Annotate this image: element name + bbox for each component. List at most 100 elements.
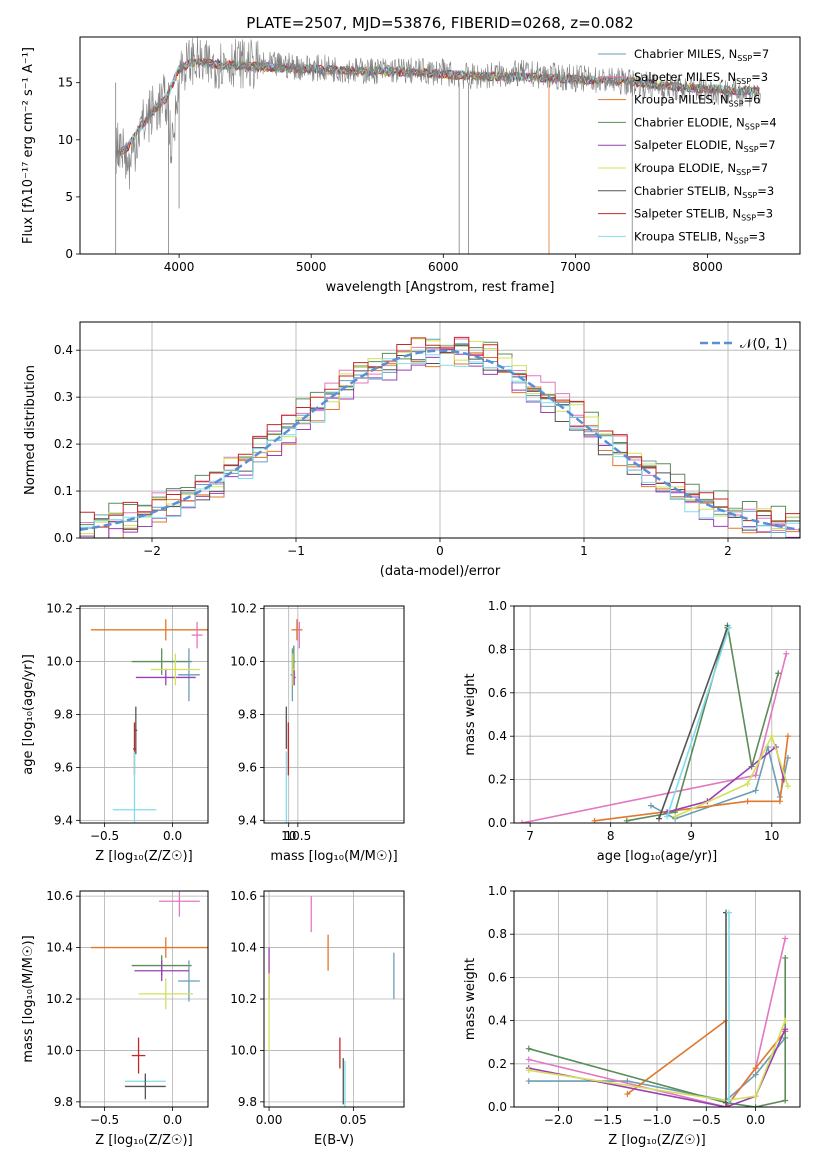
x-tick-label: 0 [436, 544, 444, 558]
weight-marker [753, 1093, 759, 1099]
x-axis-label: Z [log₁₀(Z/Z☉)] [608, 1133, 705, 1148]
legend-label: 𝒩(0, 1) [740, 337, 787, 352]
x-tick-label: 7000 [560, 260, 591, 274]
y-tick-label: 10.0 [230, 655, 257, 669]
y-tick-label: 9.8 [238, 708, 257, 722]
y-tick-label: 0.4 [54, 343, 73, 357]
y-tick-label: 0.6 [488, 686, 507, 700]
y-tick-label: 10.6 [230, 889, 257, 903]
x-tick-label: 1 [580, 544, 588, 558]
y-tick-label: 10.2 [46, 992, 73, 1006]
y-axis-label: age [log₁₀(age/yr)] [21, 654, 36, 775]
y-tick-label: 0.8 [488, 642, 507, 656]
y-tick-label: 10.0 [230, 1043, 257, 1057]
y-tick-label: 0.1 [54, 484, 73, 498]
error-bar-point [178, 960, 200, 1001]
weight-marker [777, 798, 783, 804]
weight-marker [656, 816, 662, 822]
legend-label: Salpeter MILES, NSSP=3 [634, 70, 768, 86]
x-tick-label: 2 [724, 544, 732, 558]
y-tick-label: 10.6 [46, 889, 73, 903]
x-tick-label: 9 [687, 829, 695, 843]
error-bar-point [192, 622, 203, 648]
y-tick-label: 1.0 [488, 884, 507, 898]
x-axis-label: mass [log₁₀(M/M☉)] [270, 849, 397, 864]
y-axis-label: mass weight [463, 958, 478, 1040]
y-tick-label: 9.8 [238, 1095, 257, 1109]
y-tick-label: 0 [65, 247, 73, 261]
error-bar-point [132, 1038, 146, 1074]
weight-marker [526, 1046, 532, 1052]
error-bar-point [91, 937, 241, 958]
mass_vs_Z-points [91, 886, 241, 1099]
x-axis-label: Z [log₁₀(Z/Z☉)] [95, 1133, 192, 1148]
y-tick-label: 10.2 [230, 602, 257, 616]
weight-marker [769, 733, 775, 739]
y-tick-label: 0.2 [54, 437, 73, 451]
x-tick-label: 4000 [164, 260, 195, 274]
legend-label: Kroupa ELODIE, NSSP=7 [634, 161, 768, 177]
weight-series-line [667, 628, 729, 817]
x-tick-label: −0.5 [90, 1113, 119, 1127]
legend-label: Kroupa STELIB, NSSP=3 [634, 229, 765, 245]
y-tick-label: 10.0 [46, 655, 73, 669]
x-axis-label: Z [log₁₀(Z/Z☉)] [95, 849, 192, 864]
mass_vs_ebv-points [269, 896, 394, 1107]
x-tick-label: −0.5 [90, 829, 119, 843]
y-tick-label: 5 [65, 190, 73, 204]
x-axis-label: (data-model)/error [380, 564, 501, 579]
x-axis-label: age [log₁₀(age/yr)] [597, 849, 718, 864]
x-tick-label: 0.05 [340, 1113, 367, 1127]
y-tick-label: 0.8 [488, 927, 507, 941]
y-tick-label: 10.2 [46, 602, 73, 616]
legend-label: Salpeter STELIB, NSSP=3 [634, 207, 773, 223]
x-tick-label: −1.0 [642, 1113, 671, 1127]
error-bar-point [291, 619, 302, 640]
x-tick-label: −0.5 [692, 1113, 721, 1127]
x-axis-label: E(B-V) [314, 1133, 354, 1148]
x-tick-label: 0.0 [163, 1113, 182, 1127]
error-bar-point [136, 670, 196, 686]
x-tick-label: 0.0 [163, 829, 182, 843]
weight_vs_age-lines [519, 623, 791, 826]
weight-marker [526, 1078, 532, 1084]
error-bar-point [178, 648, 200, 701]
x-tick-label: −1.5 [593, 1113, 622, 1127]
weight-marker [782, 955, 788, 961]
y-tick-label: 10.0 [46, 1043, 73, 1057]
y-tick-label: 0.0 [488, 816, 507, 830]
y-tick-label: 9.4 [54, 813, 73, 827]
error-bar-point [91, 619, 241, 640]
x-tick-label: −2 [143, 544, 161, 558]
y-tick-label: 15 [58, 76, 73, 90]
weight-marker [783, 651, 789, 657]
y-tick-label: 0.4 [488, 729, 507, 743]
y-tick-label: 9.4 [238, 813, 257, 827]
y-axis-label: Flux [fλ10⁻¹⁷ erg cm⁻² s⁻¹ A⁻¹] [21, 47, 36, 244]
y-tick-label: 0.0 [54, 531, 73, 545]
x-tick-label: −1 [287, 544, 305, 558]
weight-marker [782, 1098, 788, 1104]
y-tick-label: 0.2 [488, 1057, 507, 1071]
y-tick-label: 10.4 [230, 941, 257, 955]
x-tick-label: 7 [526, 829, 534, 843]
legend-label: Chabrier ELODIE, NSSP=4 [634, 115, 777, 131]
weight-marker [648, 803, 654, 809]
x-tick-label: 6000 [428, 260, 459, 274]
weight-marker [785, 733, 791, 739]
weight-marker [526, 1056, 532, 1062]
y-axis-label: mass weight [463, 673, 478, 755]
y-tick-label: 10.2 [230, 992, 257, 1006]
error-bar-point [132, 648, 192, 674]
weight-marker [785, 783, 791, 789]
weight-series-line [659, 628, 728, 819]
y-tick-label: 10 [58, 133, 73, 147]
y-axis-label: Normed distribution [23, 365, 38, 495]
x-tick-label: 8 [607, 829, 615, 843]
weight-marker [782, 1018, 788, 1024]
